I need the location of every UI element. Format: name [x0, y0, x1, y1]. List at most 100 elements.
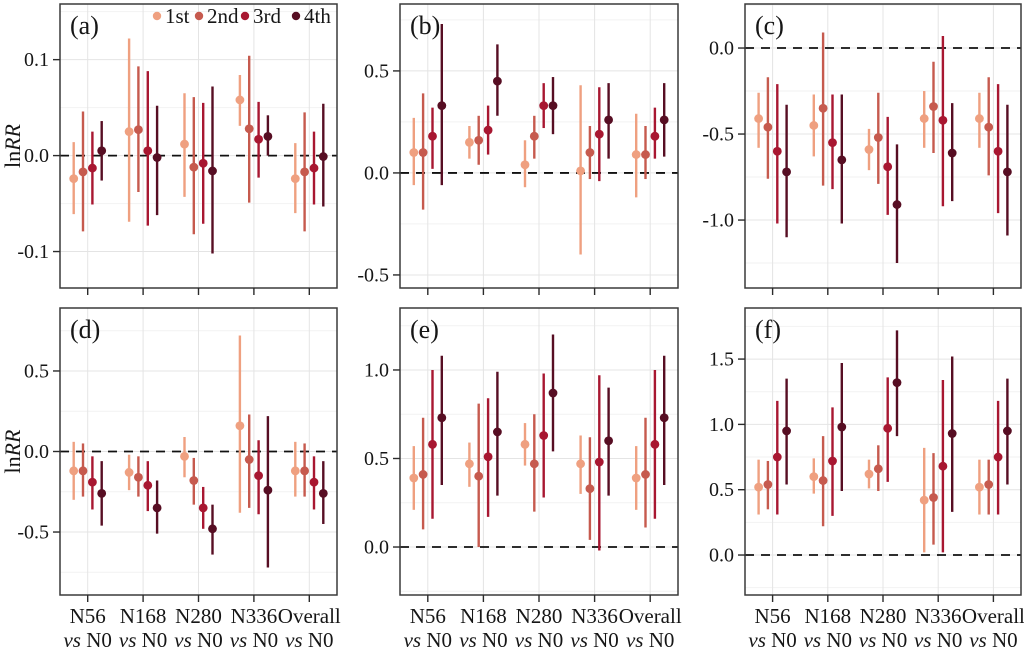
point-dot-4th — [548, 101, 558, 111]
y-tick-label: 0.0 — [709, 38, 734, 60]
y-tick-label: 0.0 — [364, 537, 389, 559]
x-label-Overall: Overall — [278, 604, 341, 628]
point-dot-2nd — [984, 122, 994, 132]
legend-label-4th: 4th — [304, 4, 331, 28]
point-dot-3rd — [594, 129, 604, 139]
x-label-vs-N56: vs N0 — [63, 628, 111, 651]
y-tick-label: 1.0 — [709, 414, 734, 436]
point-dot-4th — [782, 167, 791, 177]
point-dot-3rd — [828, 138, 837, 148]
point-dot-2nd — [300, 466, 309, 476]
point-dot-2nd — [134, 472, 143, 482]
point-dot-4th — [892, 200, 902, 209]
point-dot-3rd — [883, 162, 893, 172]
point-dot-3rd — [594, 457, 604, 467]
point-dot-3rd — [254, 134, 263, 144]
point-dot-2nd — [529, 459, 539, 469]
point-dot-3rd — [993, 452, 1003, 462]
legend-label-3rd: 3rd — [253, 4, 281, 28]
point-dot-4th — [1003, 167, 1012, 177]
x-label-N56: N56 — [70, 604, 106, 628]
x-label-vs-N336: vs N0 — [570, 628, 618, 651]
point-dot-1st — [124, 127, 134, 137]
point-dot-2nd — [585, 484, 595, 493]
point-dot-3rd — [88, 163, 97, 173]
y-tick-label: 0.0 — [24, 145, 49, 167]
x-label-vs-N280: vs N0 — [174, 628, 222, 651]
point-dot-1st — [631, 473, 641, 483]
point-dot-1st — [809, 472, 819, 482]
y-tick-label: 0.5 — [364, 448, 389, 470]
y-tick-label: 0.0 — [709, 545, 734, 567]
legend-dot-4th — [291, 11, 301, 21]
point-dot-4th — [548, 388, 558, 398]
x-label-N336: N336 — [571, 604, 618, 628]
x-label-N336: N336 — [915, 604, 962, 628]
point-dot-1st — [919, 495, 929, 505]
y-tick-label: 0.5 — [709, 479, 734, 501]
x-label-N280: N280 — [860, 604, 907, 628]
point-dot-3rd — [883, 423, 893, 433]
point-dot-1st — [975, 482, 984, 492]
point-dot-3rd — [772, 146, 782, 156]
x-label-vs-N280: vs N0 — [859, 628, 907, 651]
y-tick-label: 0.0 — [24, 441, 49, 463]
point-dot-1st — [409, 148, 419, 157]
point-dot-1st — [919, 114, 929, 123]
point-dot-1st — [465, 459, 474, 469]
panel-letter: (a) — [70, 11, 99, 40]
y-tick-label: -1.0 — [702, 210, 734, 232]
point-dot-1st — [975, 114, 984, 123]
point-dot-1st — [290, 174, 300, 184]
point-dot-4th — [604, 436, 613, 446]
point-dot-1st — [576, 459, 585, 469]
point-dot-4th — [837, 422, 847, 432]
panel-letter: (b) — [410, 11, 440, 40]
point-dot-2nd — [78, 167, 88, 177]
point-dot-2nd — [134, 125, 143, 135]
x-label-vs-N56: vs N0 — [404, 628, 452, 651]
point-dot-2nd — [641, 470, 650, 479]
point-dot-3rd — [993, 146, 1003, 156]
point-dot-3rd — [428, 439, 437, 449]
point-dot-2nd — [818, 103, 828, 113]
x-label-vs-N336: vs N0 — [914, 628, 962, 651]
point-dot-4th — [152, 153, 162, 162]
point-dot-2nd — [818, 476, 828, 485]
point-dot-4th — [493, 76, 502, 86]
point-dot-2nd — [641, 150, 650, 159]
x-label-vs-Overall: vs N0 — [626, 628, 674, 651]
point-dot-4th — [97, 146, 107, 156]
point-dot-3rd — [309, 163, 319, 173]
point-dot-4th — [152, 503, 162, 513]
point-dot-3rd — [772, 452, 782, 462]
point-dot-1st — [290, 466, 300, 476]
point-dot-1st — [809, 121, 819, 130]
point-dot-2nd — [763, 122, 773, 132]
point-dot-4th — [892, 378, 902, 387]
legend-dot-2nd — [194, 11, 204, 21]
point-dot-1st — [69, 174, 79, 184]
point-dot-3rd — [428, 131, 437, 141]
legend-label-1st: 1st — [165, 4, 190, 28]
point-dot-4th — [263, 132, 273, 141]
point-dot-2nd — [873, 464, 883, 474]
point-dot-4th — [493, 427, 502, 437]
y-axis-label: lnRR — [0, 429, 25, 474]
x-label-N336: N336 — [231, 604, 278, 628]
panel-letter: (e) — [410, 315, 439, 344]
x-label-vs-N168: vs N0 — [459, 628, 507, 651]
point-dot-1st — [520, 439, 530, 449]
point-dot-1st — [754, 114, 763, 123]
point-dot-4th — [97, 488, 107, 498]
point-dot-2nd — [984, 480, 994, 489]
point-dot-4th — [837, 155, 847, 165]
point-dot-2nd — [873, 133, 883, 142]
y-tick-label: 1.0 — [364, 359, 389, 381]
x-label-N168: N168 — [120, 604, 167, 628]
point-dot-4th — [659, 413, 669, 423]
point-dot-4th — [437, 413, 447, 423]
